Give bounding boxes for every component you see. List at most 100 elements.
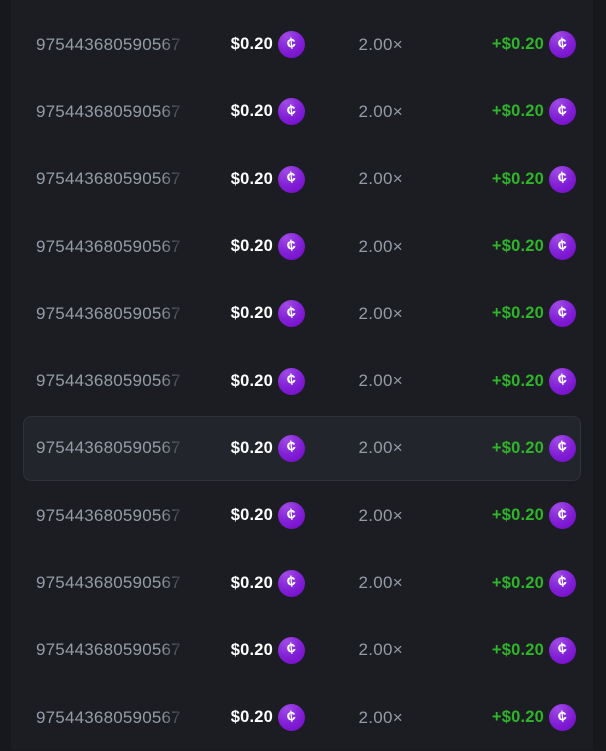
- payout-amount: +$0.20: [491, 102, 544, 121]
- stake-cash-coin-icon: ¢: [549, 704, 576, 732]
- payout-group: +$0.20 ¢: [491, 636, 576, 664]
- cent-glyph: ¢: [557, 236, 568, 255]
- bet-row[interactable]: 975443680590567 $0.20 ¢ 2.00× +$0.20 ¢: [11, 684, 593, 751]
- cent-glyph: ¢: [557, 505, 568, 524]
- cent-glyph: ¢: [286, 102, 297, 120]
- stake-cash-coin-icon: ¢: [278, 704, 305, 732]
- stake-cash-coin-icon: ¢: [278, 569, 305, 597]
- bet-id: 975443680590567: [36, 169, 181, 189]
- cent-glyph: ¢: [557, 640, 568, 659]
- payout-amount: +$0.20: [491, 573, 544, 592]
- cent-glyph: ¢: [286, 34, 297, 53]
- stake-cash-coin-icon: ¢: [549, 636, 576, 664]
- payout-amount: +$0.20: [491, 506, 544, 525]
- payout-group: +$0.20 ¢: [491, 704, 576, 732]
- bet-row[interactable]: 975443680590567 $0.20 ¢ 2.00× +$0.20 ¢: [11, 78, 593, 145]
- payout-group: +$0.20 ¢: [491, 502, 576, 530]
- payout-amount: +$0.20: [491, 169, 544, 188]
- bet-row[interactable]: 975443680590567 $0.20 ¢ 2.00× +$0.20 ¢: [11, 280, 593, 347]
- payout-group: +$0.20 ¢: [491, 31, 576, 59]
- bet-row[interactable]: 975443680590567 $0.20 ¢ 2.00× +$0.20 ¢: [11, 482, 593, 549]
- bet-amount-group: $0.20 ¢: [230, 233, 305, 261]
- bet-id: 975443680590567: [36, 707, 181, 727]
- bet-multiplier: 2.00×: [358, 505, 403, 525]
- bet-amount: $0.20: [230, 304, 273, 323]
- stake-cash-coin-icon: ¢: [278, 300, 305, 328]
- stake-cash-coin-icon: ¢: [549, 300, 576, 328]
- cent-glyph: ¢: [557, 438, 568, 457]
- payout-group: +$0.20 ¢: [491, 367, 576, 395]
- cent-glyph: ¢: [286, 169, 297, 188]
- bet-multiplier: 2.00×: [358, 236, 403, 256]
- bet-row[interactable]: 975443680590567 $0.20 ¢ 2.00× +$0.20 ¢: [11, 347, 593, 414]
- payout-amount: +$0.20: [491, 708, 544, 727]
- bet-amount: $0.20: [230, 506, 273, 525]
- payout-amount: +$0.20: [491, 371, 544, 390]
- cent-glyph: ¢: [286, 438, 297, 457]
- payout-amount: +$0.20: [491, 640, 544, 659]
- bet-amount-group: $0.20 ¢: [230, 502, 305, 530]
- bet-amount: $0.20: [230, 237, 273, 256]
- bet-multiplier: 2.00×: [358, 707, 403, 727]
- cent-glyph: ¢: [286, 640, 297, 659]
- bet-amount: $0.20: [230, 573, 273, 592]
- bet-amount-group: $0.20 ¢: [230, 569, 305, 597]
- bet-amount: $0.20: [230, 438, 273, 457]
- bet-row[interactable]: 975443680590567 $0.20 ¢ 2.00× +$0.20 ¢: [11, 146, 593, 213]
- bet-multiplier: 2.00×: [358, 169, 403, 189]
- bets-table: 975443680590567 $0.20 ¢ 2.00× +$0.20 ¢ 9…: [11, 0, 593, 750]
- cent-glyph: ¢: [286, 707, 297, 726]
- stake-cash-coin-icon: ¢: [278, 165, 305, 193]
- bet-amount: $0.20: [230, 169, 273, 188]
- bet-row[interactable]: 975443680590567 $0.20 ¢ 2.00× +$0.20 ¢: [11, 415, 593, 482]
- payout-group: +$0.20 ¢: [491, 165, 576, 193]
- cent-glyph: ¢: [557, 34, 568, 53]
- bet-multiplier: 2.00×: [358, 101, 403, 121]
- payout-amount: +$0.20: [491, 35, 544, 54]
- cent-glyph: ¢: [286, 303, 297, 322]
- payout-amount: +$0.20: [491, 237, 544, 256]
- bet-row[interactable]: 975443680590567 $0.20 ¢ 2.00× +$0.20 ¢: [11, 11, 593, 78]
- bet-amount: $0.20: [230, 640, 273, 659]
- payout-group: +$0.20 ¢: [491, 300, 576, 328]
- stake-cash-coin-icon: ¢: [549, 502, 576, 530]
- stake-cash-coin-icon: ¢: [278, 31, 305, 59]
- payout-group: +$0.20 ¢: [491, 98, 576, 126]
- payout-group: +$0.20 ¢: [491, 569, 576, 597]
- stake-cash-coin-icon: ¢: [278, 636, 305, 664]
- stake-cash-coin-icon: ¢: [549, 233, 576, 261]
- bet-amount-group: $0.20 ¢: [230, 165, 305, 193]
- bet-row[interactable]: 975443680590567 $0.20 ¢ 2.00× +$0.20 ¢: [11, 549, 593, 616]
- bet-amount-group: $0.20 ¢: [230, 434, 305, 462]
- bet-row[interactable]: 975443680590567 $0.20 ¢ 2.00× +$0.20 ¢: [11, 213, 593, 280]
- bet-id: 975443680590567: [36, 573, 181, 593]
- stake-cash-coin-icon: ¢: [278, 434, 305, 462]
- payout-group: +$0.20 ¢: [491, 434, 576, 462]
- bets-row-list: 975443680590567 $0.20 ¢ 2.00× +$0.20 ¢ 9…: [11, 0, 593, 751]
- payout-amount: +$0.20: [491, 304, 544, 323]
- bet-multiplier: 2.00×: [358, 371, 403, 391]
- bet-id: 975443680590567: [36, 236, 181, 256]
- cent-glyph: ¢: [557, 573, 568, 591]
- bet-amount-group: $0.20 ¢: [231, 704, 305, 732]
- bet-id: 975443680590567: [36, 505, 181, 525]
- bet-amount-group: $0.20 ¢: [230, 300, 305, 328]
- bet-amount: $0.20: [230, 371, 273, 390]
- bet-amount-group: $0.20 ¢: [230, 367, 305, 395]
- bet-amount-group: $0.20 ¢: [230, 636, 305, 664]
- bet-row[interactable]: 975443680590567 $0.20 ¢ 2.00× +$0.20 ¢: [11, 617, 593, 684]
- bet-amount: $0.20: [230, 102, 273, 121]
- stake-cash-coin-icon: ¢: [549, 98, 576, 126]
- cent-glyph: ¢: [286, 573, 297, 591]
- stake-cash-coin-icon: ¢: [549, 434, 576, 462]
- payout-group: +$0.20 ¢: [491, 233, 576, 261]
- payout-amount: +$0.20: [491, 438, 544, 457]
- bet-amount: $0.20: [230, 35, 273, 54]
- cent-glyph: ¢: [557, 303, 568, 322]
- bet-id: 975443680590567: [36, 371, 181, 391]
- bet-id: 975443680590567: [36, 303, 181, 323]
- cent-glyph: ¢: [286, 505, 297, 524]
- cent-glyph: ¢: [557, 707, 568, 726]
- cent-glyph: ¢: [557, 371, 568, 390]
- stake-cash-coin-icon: ¢: [278, 233, 305, 261]
